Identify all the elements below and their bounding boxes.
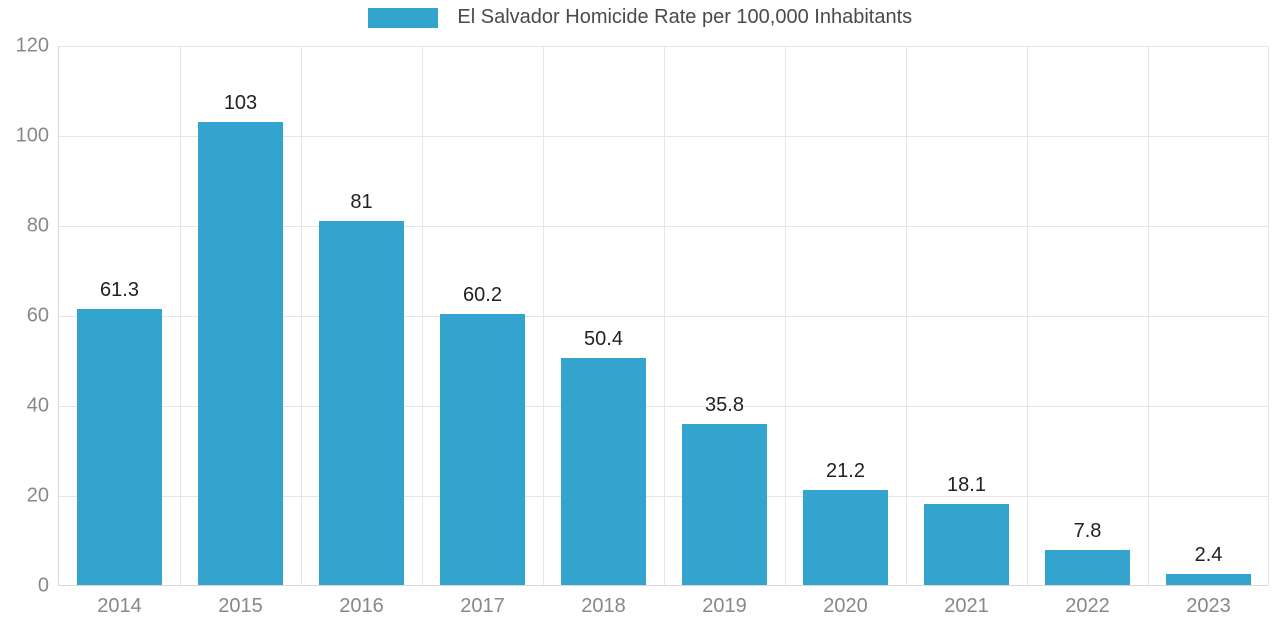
bar-value-label: 61.3 [100, 279, 139, 310]
gridline-vertical [1148, 46, 1149, 585]
gridline-vertical [422, 46, 423, 585]
x-axis-label: 2023 [1186, 595, 1231, 618]
bar [198, 122, 283, 586]
bar [924, 504, 1009, 585]
x-axis-label: 2017 [460, 595, 505, 618]
gridline-vertical [1268, 46, 1269, 585]
gridline-vertical [180, 46, 181, 585]
y-axis-label: 80 [27, 215, 49, 238]
bar-value-label: 35.8 [705, 394, 744, 425]
y-axis-label: 120 [16, 35, 49, 58]
y-axis-label: 40 [27, 395, 49, 418]
gridline-vertical [785, 46, 786, 585]
x-axis-label: 2020 [823, 595, 868, 618]
bar [319, 221, 404, 586]
y-axis-label: 100 [16, 125, 49, 148]
bar [77, 309, 162, 585]
bar-value-label: 18.1 [947, 474, 986, 505]
gridline-vertical [301, 46, 302, 585]
x-axis-label: 2021 [944, 595, 989, 618]
bar [682, 424, 767, 585]
y-axis-label: 0 [38, 575, 49, 598]
x-axis-label: 2014 [97, 595, 142, 618]
x-axis-label: 2018 [581, 595, 626, 618]
x-axis-label: 2015 [218, 595, 263, 618]
gridline-vertical [543, 46, 544, 585]
bar-value-label: 2.4 [1195, 544, 1223, 575]
chart-legend: El Salvador Homicide Rate per 100,000 In… [0, 6, 1280, 29]
bar [803, 490, 888, 585]
plot-area: 020406080100120201461.320151032016812017… [58, 46, 1268, 586]
legend-swatch [368, 8, 438, 28]
y-axis-label: 60 [27, 305, 49, 328]
bar-value-label: 81 [350, 191, 372, 222]
bar [561, 358, 646, 585]
gridline-vertical [1027, 46, 1028, 585]
gridline-vertical [664, 46, 665, 585]
homicide-rate-chart: El Salvador Homicide Rate per 100,000 In… [0, 0, 1280, 633]
bar-value-label: 103 [224, 92, 257, 123]
y-axis-label: 20 [27, 485, 49, 508]
x-axis-label: 2019 [702, 595, 747, 618]
bar [1045, 550, 1130, 585]
gridline-vertical [906, 46, 907, 585]
bar-value-label: 7.8 [1074, 520, 1102, 551]
bar-value-label: 21.2 [826, 460, 865, 491]
x-axis-label: 2016 [339, 595, 384, 618]
x-axis-label: 2022 [1065, 595, 1110, 618]
bar [1166, 574, 1251, 585]
bar-value-label: 60.2 [463, 284, 502, 315]
bar-value-label: 50.4 [584, 328, 623, 359]
bar [440, 314, 525, 585]
legend-label: El Salvador Homicide Rate per 100,000 In… [457, 6, 912, 28]
